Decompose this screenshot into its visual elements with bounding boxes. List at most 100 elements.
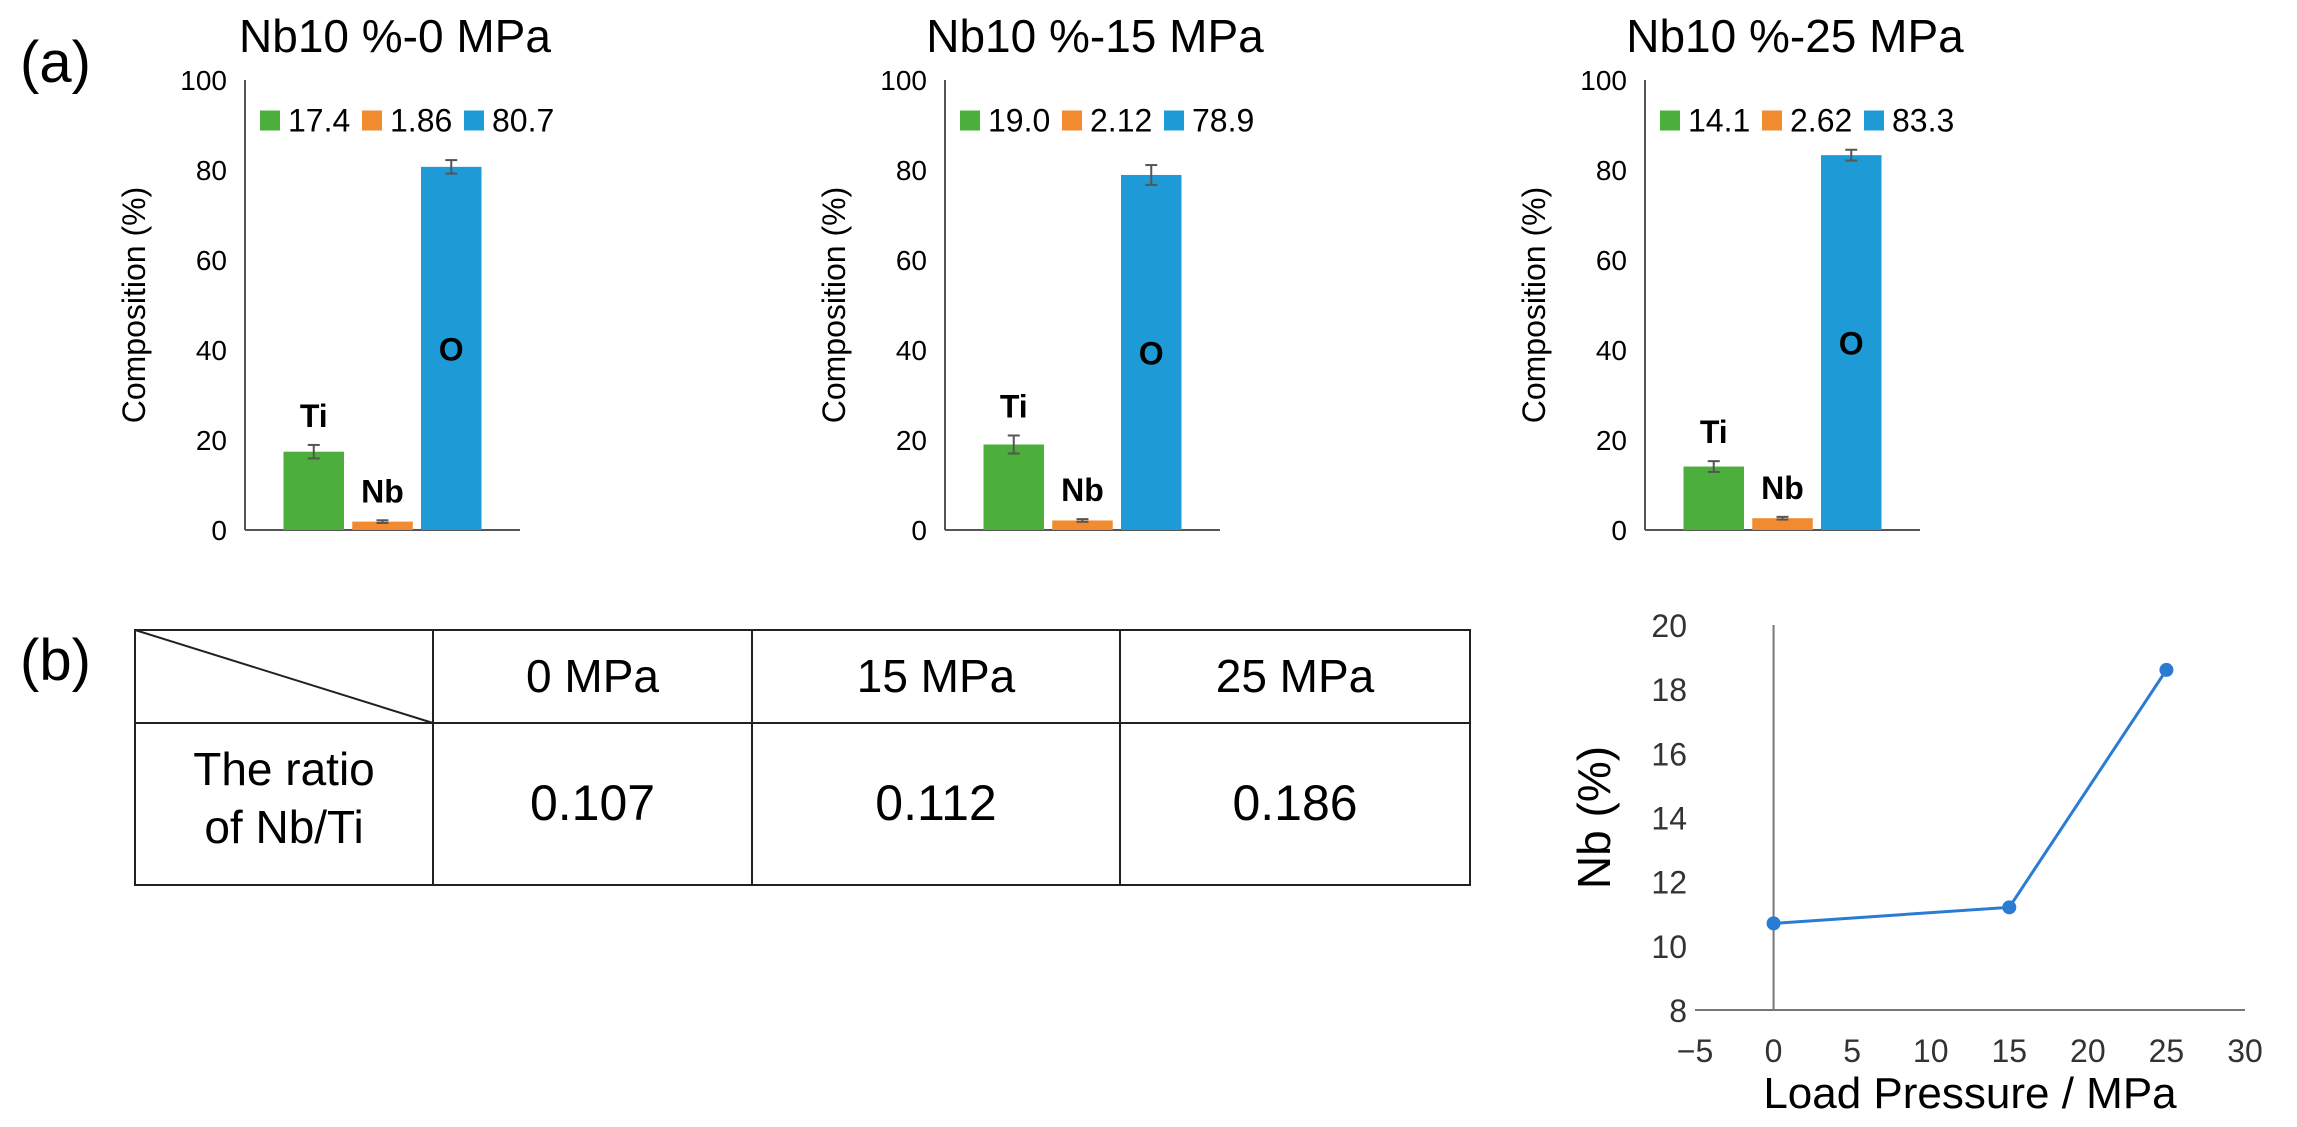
table-cell-value: 0.107 xyxy=(530,775,655,831)
legend-entry: 83.3 xyxy=(1892,103,1954,139)
legend-swatch xyxy=(464,110,484,131)
bar-label-ti: Ti xyxy=(1700,414,1728,450)
y-tick-label: 100 xyxy=(180,65,227,96)
y-tick-label: 80 xyxy=(896,155,927,186)
bar-chart-0: Nb10 %-0 MPa 0 20 40 60 80 100 Composition (%) T… xyxy=(116,10,554,546)
x-tick-label: 20 xyxy=(2070,1033,2106,1069)
bar-nb xyxy=(1752,518,1813,530)
data-point xyxy=(2002,900,2017,915)
bar-charts: Nb10 %-0 MPa 0 20 40 60 80 100 Composition (%) T… xyxy=(116,10,1964,546)
bar-ti xyxy=(983,444,1044,530)
y-tick-label: 40 xyxy=(896,335,927,366)
bar-chart-1: Nb10 %-15 MPa 0 20 40 60 80 100 Composition (%)… xyxy=(816,10,1264,546)
y-tick-label: 8 xyxy=(1669,993,1687,1029)
legend-entry: 78.9 xyxy=(1192,103,1254,139)
ratio-table: 0 MPa 15 MPa 25 MPa The ratio of Nb/Ti 0.107 0… xyxy=(134,629,1471,886)
table-column-header: 15 MPa xyxy=(857,650,1016,702)
y-tick-label: 10 xyxy=(1651,929,1687,965)
legend-swatch xyxy=(1762,110,1782,131)
bar-o xyxy=(1821,155,1882,530)
bar-label-ti: Ti xyxy=(300,398,328,434)
x-tick-label: 10 xyxy=(1913,1033,1949,1069)
legend-swatch xyxy=(362,110,382,131)
legend-swatch xyxy=(1062,110,1082,131)
bar-ti xyxy=(283,451,344,530)
legend-swatch xyxy=(1660,110,1680,131)
legend-entry: 19.0 xyxy=(988,103,1050,139)
y-tick-label: 60 xyxy=(896,245,927,276)
y-axis-label: Composition (%) xyxy=(1516,187,1552,424)
y-tick-label: 60 xyxy=(196,245,227,276)
x-tick-label: 0 xyxy=(1765,1033,1783,1069)
legend-entry: 17.4 xyxy=(288,103,350,139)
bar-label-nb: Nb xyxy=(1061,472,1104,508)
y-tick-label: 14 xyxy=(1651,801,1687,837)
y-tick-label: 40 xyxy=(196,335,227,366)
chart-title: Nb10 %-25 MPa xyxy=(1626,10,1964,62)
y-tick-label: 20 xyxy=(1596,425,1627,456)
bar-label-ti: Ti xyxy=(1000,389,1028,425)
legend-swatch xyxy=(260,110,280,131)
y-tick-label: 0 xyxy=(911,515,927,546)
table-row-header: The ratio xyxy=(193,743,375,795)
table-column-header: 0 MPa xyxy=(526,650,659,702)
bar-label-o: O xyxy=(1139,335,1164,371)
y-axis-label: Composition (%) xyxy=(116,187,152,424)
legend-entry: 2.12 xyxy=(1090,103,1152,139)
x-axis-label: Load Pressure / MPa xyxy=(1763,1069,2177,1118)
bar-chart-2: Nb10 %-25 MPa 0 20 40 60 80 100 Composition (%)… xyxy=(1516,10,1964,546)
panel-label-b: (b) xyxy=(20,628,91,693)
bar-o xyxy=(1121,174,1182,530)
x-tick-label: 30 xyxy=(2227,1033,2263,1069)
y-tick-label: 18 xyxy=(1651,672,1687,708)
series-line xyxy=(1773,669,2168,925)
bar-o xyxy=(421,166,482,530)
x-tick-label: 15 xyxy=(1991,1033,2027,1069)
table-border xyxy=(134,629,1471,886)
bar-label-nb: Nb xyxy=(1761,470,1804,506)
line-chart: 8 10 12 14 16 18 20 −5 0 5 10 15 20 25 30 Nb (%) Load Pr… xyxy=(1568,608,2263,1118)
chart-title: Nb10 %-15 MPa xyxy=(926,10,1264,62)
bar-ti xyxy=(1683,466,1744,530)
legend-entry: 14.1 xyxy=(1688,103,1750,139)
y-axis-label: Composition (%) xyxy=(816,187,852,424)
y-axis-label: Nb (%) xyxy=(1568,746,1620,889)
y-tick-label: 60 xyxy=(1596,245,1627,276)
x-tick-label: 25 xyxy=(2149,1033,2185,1069)
y-tick-label: 100 xyxy=(1580,65,1627,96)
bar-label-nb: Nb xyxy=(361,473,404,509)
y-tick-label: 100 xyxy=(880,65,927,96)
y-tick-label: 80 xyxy=(1596,155,1627,186)
data-point xyxy=(1766,916,1781,931)
bar-label-o: O xyxy=(439,331,464,367)
x-tick-label: −5 xyxy=(1677,1033,1713,1069)
y-tick-label: 20 xyxy=(196,425,227,456)
legend-entry: 80.7 xyxy=(492,103,554,139)
y-tick-label: 20 xyxy=(1651,608,1687,644)
y-tick-label: 20 xyxy=(896,425,927,456)
legend-entry: 1.86 xyxy=(390,103,452,139)
y-tick-label: 0 xyxy=(1611,515,1627,546)
bar-label-o: O xyxy=(1839,326,1864,362)
y-tick-label: 40 xyxy=(1596,335,1627,366)
table-cell-value: 0.112 xyxy=(875,775,996,831)
chart-title: Nb10 %-0 MPa xyxy=(239,10,551,62)
data-point xyxy=(2159,662,2174,677)
y-tick-label: 12 xyxy=(1651,865,1687,901)
legend-swatch xyxy=(960,110,980,131)
legend-entry: 2.62 xyxy=(1790,103,1852,139)
legend-swatch xyxy=(1164,110,1184,131)
table-cell-value: 0.186 xyxy=(1232,775,1357,831)
bar-nb xyxy=(1052,520,1113,530)
bar-nb xyxy=(352,521,413,530)
x-tick-label: 5 xyxy=(1843,1033,1861,1069)
legend-swatch xyxy=(1864,110,1884,131)
y-tick-label: 16 xyxy=(1651,736,1687,772)
table-column-header: 25 MPa xyxy=(1216,650,1375,702)
y-tick-label: 80 xyxy=(196,155,227,186)
table-diagonal-divider xyxy=(134,629,434,724)
panel-label-a: (a) xyxy=(20,30,91,95)
y-tick-label: 0 xyxy=(211,515,227,546)
table-row-header: of Nb/Ti xyxy=(204,801,363,853)
